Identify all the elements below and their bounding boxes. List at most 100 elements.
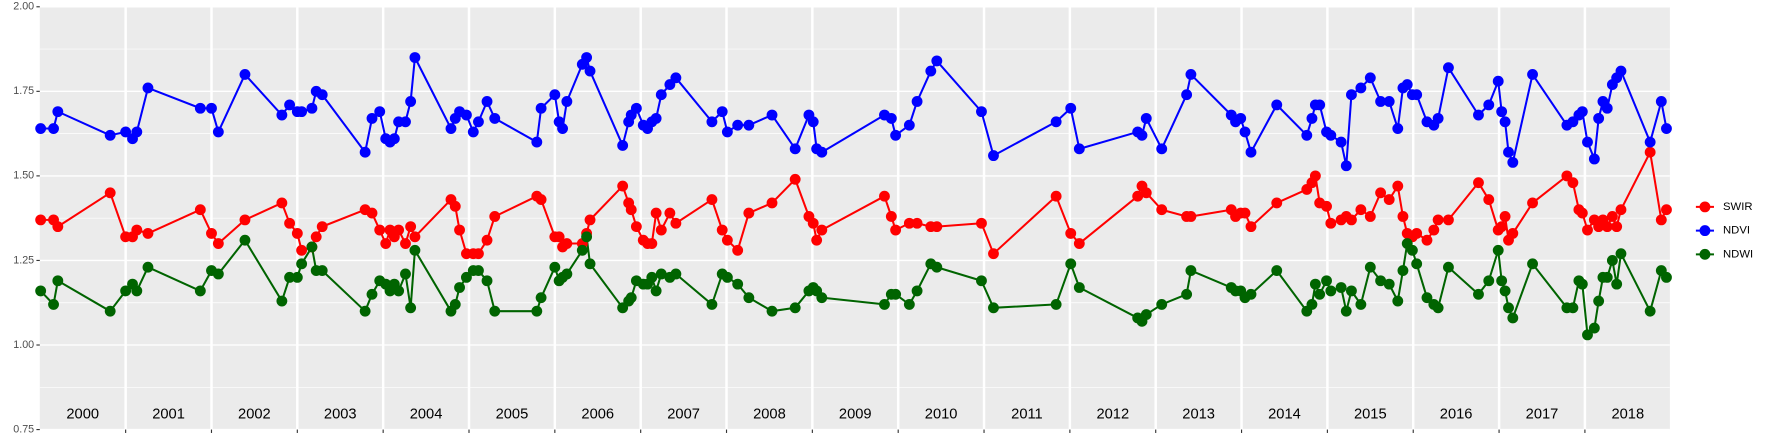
data-point — [1392, 123, 1404, 134]
data-point — [1527, 197, 1538, 209]
data-point — [1314, 99, 1326, 111]
data-point — [1335, 282, 1347, 293]
data-point — [409, 52, 421, 63]
data-point — [531, 305, 543, 317]
data-point — [48, 298, 59, 310]
data-point — [879, 190, 890, 202]
data-point — [1492, 244, 1504, 256]
data-point — [721, 126, 733, 138]
data-point — [670, 268, 682, 280]
data-point — [1588, 153, 1600, 165]
data-point — [239, 69, 251, 80]
data-point — [1235, 112, 1247, 124]
data-point — [1601, 102, 1613, 114]
axes: 0.75 1.00 1.25 1.50 1.75 2.00 2000 2001 2002 2003… — [13, 1, 1644, 436]
data-point — [1588, 322, 1600, 334]
data-point — [296, 258, 308, 270]
legend-label: SWIR — [1723, 201, 1753, 213]
data-point — [1073, 143, 1085, 155]
data-point — [535, 292, 547, 304]
data-point — [1050, 298, 1062, 310]
data-point — [903, 298, 915, 310]
data-point — [561, 238, 573, 249]
legend-label: NDVI — [1723, 225, 1750, 237]
data-point — [549, 89, 561, 101]
y-tick-label: 1.75 — [13, 85, 34, 97]
data-point — [931, 261, 943, 273]
data-point — [359, 305, 371, 317]
data-point — [1245, 288, 1257, 300]
data-point — [1615, 65, 1627, 77]
data-point — [625, 292, 637, 304]
data-point — [1306, 112, 1318, 124]
data-point — [557, 123, 568, 134]
data-point — [1499, 285, 1511, 297]
data-point — [35, 285, 47, 297]
data-point — [721, 234, 733, 246]
data-point — [1411, 258, 1423, 270]
data-point — [366, 112, 378, 124]
data-point — [988, 302, 999, 314]
data-point — [789, 302, 801, 314]
data-point — [1383, 278, 1395, 290]
data-point — [807, 116, 819, 128]
data-point — [1421, 234, 1433, 246]
data-point — [1271, 99, 1283, 111]
data-point — [1483, 99, 1495, 111]
data-point — [716, 224, 728, 236]
data-point — [1411, 89, 1423, 101]
data-point — [766, 197, 778, 209]
year-label: 2015 — [1354, 407, 1387, 423]
data-point — [1156, 143, 1168, 155]
data-point — [142, 227, 154, 239]
legend-label: NDWI — [1723, 248, 1753, 260]
data-point — [531, 136, 543, 148]
data-point — [925, 65, 937, 77]
data-point — [1443, 62, 1454, 74]
data-point — [1473, 109, 1484, 121]
data-point — [104, 129, 116, 141]
data-point — [1364, 261, 1376, 273]
data-point — [481, 234, 493, 246]
data-point — [1593, 295, 1605, 307]
data-point — [359, 146, 371, 158]
data-point — [732, 244, 744, 256]
data-point — [1050, 116, 1062, 128]
data-point — [1073, 238, 1085, 249]
data-point — [811, 234, 823, 246]
data-point — [1576, 106, 1588, 118]
data-point — [276, 197, 288, 209]
data-point — [721, 271, 733, 283]
data-point — [1301, 129, 1313, 141]
data-point — [1355, 82, 1367, 94]
data-point — [1406, 244, 1418, 256]
data-point — [576, 244, 588, 256]
data-point — [988, 248, 999, 260]
data-point — [131, 285, 143, 297]
data-point — [1309, 170, 1321, 182]
data-point — [743, 292, 755, 304]
data-point — [1397, 211, 1409, 222]
data-point — [142, 261, 154, 273]
data-point — [1507, 227, 1519, 239]
data-point — [1507, 312, 1519, 324]
year-label: 2018 — [1611, 407, 1644, 423]
data-point — [1411, 227, 1423, 239]
data-point — [1355, 298, 1367, 310]
data-point — [1567, 177, 1579, 189]
data-point — [1185, 69, 1197, 80]
data-point — [1601, 221, 1613, 233]
data-point — [400, 238, 411, 249]
data-point — [807, 217, 819, 229]
data-point — [1065, 102, 1077, 114]
data-point — [789, 143, 801, 155]
data-point — [1346, 285, 1357, 297]
data-point — [316, 89, 328, 101]
data-point — [743, 119, 755, 131]
data-point — [212, 126, 224, 138]
data-point — [1401, 79, 1413, 91]
data-point — [1611, 221, 1623, 233]
data-point — [1271, 197, 1283, 209]
data-point — [584, 258, 596, 270]
